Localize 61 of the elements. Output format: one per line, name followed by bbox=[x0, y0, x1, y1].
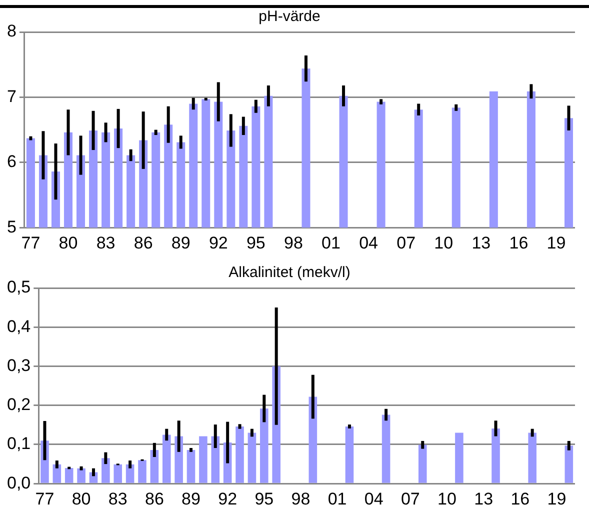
x-tick-label: 77 bbox=[35, 489, 54, 508]
x-tick-label: 89 bbox=[182, 489, 200, 508]
x-tick-label: 83 bbox=[96, 233, 116, 252]
x-tick-label: 01 bbox=[322, 233, 340, 252]
x-tick-label: 98 bbox=[284, 233, 303, 252]
bar bbox=[260, 408, 268, 483]
x-tick-label: 95 bbox=[254, 489, 274, 508]
x-tick-label: 80 bbox=[72, 489, 91, 508]
bar bbox=[455, 432, 464, 483]
x-tick-label: 16 bbox=[509, 233, 528, 252]
bar bbox=[492, 428, 500, 483]
x-tick-label: 16 bbox=[510, 489, 530, 508]
x-tick-label: 89 bbox=[171, 233, 190, 252]
bar bbox=[77, 468, 86, 483]
bar bbox=[186, 450, 196, 483]
y-tick-label: 0,3 bbox=[6, 356, 31, 375]
chart-title: pH-värde bbox=[258, 8, 320, 26]
y-tick-label: 0,1 bbox=[6, 434, 31, 454]
bar bbox=[248, 432, 256, 483]
x-tick-label: 04 bbox=[359, 233, 378, 252]
y-tick-label: 5 bbox=[6, 217, 16, 236]
x-tick-label: 80 bbox=[58, 233, 78, 252]
bar bbox=[138, 460, 146, 483]
x-tick-label: 04 bbox=[364, 489, 384, 508]
bar bbox=[345, 426, 354, 483]
bar bbox=[236, 426, 244, 483]
y-tick-label: 8 bbox=[6, 22, 16, 41]
x-tick-label: 86 bbox=[144, 489, 164, 508]
x-tick-label: 83 bbox=[108, 489, 128, 508]
x-tick-label: 10 bbox=[438, 489, 456, 508]
x-tick-label: 13 bbox=[474, 489, 494, 508]
y-tick-label: 6 bbox=[6, 152, 16, 172]
y-tick-label: 0,5 bbox=[6, 278, 31, 297]
x-tick-label: 86 bbox=[134, 233, 153, 252]
y-tick-label: 0,2 bbox=[6, 395, 31, 414]
y-tick-label: 0,4 bbox=[6, 316, 31, 336]
bar bbox=[382, 414, 390, 483]
bar bbox=[211, 436, 220, 483]
bar bbox=[418, 444, 427, 483]
bar bbox=[102, 458, 110, 483]
x-tick-label: 10 bbox=[434, 233, 454, 252]
x-tick-label: 19 bbox=[547, 489, 566, 508]
bar bbox=[528, 432, 536, 483]
bar bbox=[64, 468, 74, 483]
x-tick-label: 19 bbox=[546, 233, 566, 252]
chart-title: Alkalinitet (mekv/l) bbox=[228, 264, 350, 282]
y-tick-label: 0,0 bbox=[6, 473, 31, 492]
bar bbox=[162, 434, 171, 483]
bar bbox=[199, 436, 208, 483]
x-tick-label: 07 bbox=[396, 233, 416, 252]
bar bbox=[114, 464, 122, 483]
bar bbox=[564, 446, 574, 483]
x-tick-label: 92 bbox=[218, 489, 238, 508]
x-tick-label: 95 bbox=[246, 233, 266, 252]
x-tick-label: 13 bbox=[472, 233, 491, 252]
y-tick-label: 7 bbox=[6, 86, 16, 106]
x-tick-label: 92 bbox=[208, 233, 228, 252]
x-tick-label: 07 bbox=[400, 489, 420, 508]
x-tick-label: 01 bbox=[328, 489, 347, 508]
x-tick-label: 98 bbox=[291, 489, 310, 508]
x-tick-label: 77 bbox=[21, 233, 40, 252]
